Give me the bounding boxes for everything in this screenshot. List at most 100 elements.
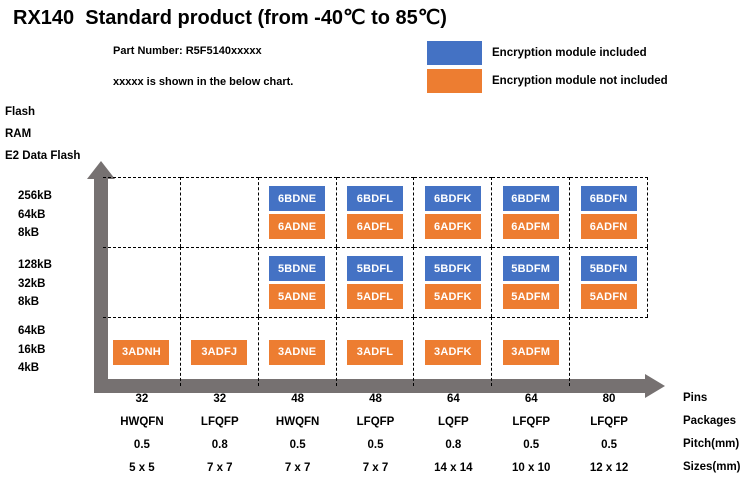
matrix-cell: 5BDFL 5ADFL bbox=[336, 247, 415, 317]
pitch-value: 0.5 bbox=[133, 438, 150, 451]
memory-group-64kb: 64kB 16kB 4kB bbox=[18, 322, 46, 378]
pitch-value: 0.5 bbox=[601, 438, 618, 451]
y-axis-arrowhead-icon bbox=[87, 161, 115, 179]
part-chip: 5ADNE bbox=[269, 284, 326, 309]
flash-size-label: 64kB bbox=[18, 325, 46, 337]
memory-header-flash: Flash bbox=[5, 106, 36, 118]
pins-value: 32 bbox=[213, 392, 227, 405]
product-matrix: 6BDNE 6ADNE 6BDFL 6ADFL 6BDFK 6ADFK 6BDF… bbox=[103, 177, 648, 386]
matrix-cell: 5BDFK 5ADFK bbox=[414, 247, 493, 317]
ram-size-label: 16kB bbox=[18, 343, 46, 356]
sizes-row-label: Sizes(mm) bbox=[683, 461, 741, 473]
part-chip: 3ADFJ bbox=[191, 339, 248, 365]
pins-value: 64 bbox=[446, 392, 460, 405]
matrix-cell: 5BDFN 5ADFN bbox=[570, 247, 648, 317]
part-chip: 3ADFL bbox=[346, 339, 403, 365]
package-value: LQFP bbox=[438, 415, 469, 428]
x-axis-row-labels: Pins Packages Pitch(mm) Sizes(mm) bbox=[683, 387, 741, 478]
flash-size-label: 128kB bbox=[18, 259, 52, 271]
part-chip: 5BDNE bbox=[269, 256, 326, 281]
package-value: LFQFP bbox=[512, 415, 551, 428]
part-chip: 6ADFM bbox=[502, 214, 559, 239]
size-value: 10 x 10 bbox=[512, 461, 551, 474]
package-value: HWQFN bbox=[275, 415, 320, 428]
pins-value: 48 bbox=[369, 392, 382, 405]
pitch-row-label: Pitch(mm) bbox=[683, 438, 740, 450]
package-value: LFQFP bbox=[590, 415, 628, 428]
size-value: 7 x 7 bbox=[362, 461, 389, 474]
part-number-label: Part Number: R5F5140xxxxx bbox=[113, 45, 262, 57]
part-chip: 5ADFL bbox=[346, 284, 403, 309]
legend-label-not-included: Encryption module not included bbox=[492, 75, 668, 87]
legend-item-not-included: Encryption module not included bbox=[427, 69, 668, 93]
legend-label-included: Encryption module included bbox=[492, 47, 647, 59]
matrix-cell: 3ADFJ bbox=[180, 317, 259, 386]
pins-value: 64 bbox=[524, 392, 538, 405]
legend-swatch-not-included bbox=[427, 69, 482, 93]
size-value: 7 x 7 bbox=[206, 461, 233, 474]
package-value: HWQFN bbox=[120, 415, 164, 428]
part-chip: 6ADFL bbox=[346, 214, 403, 239]
size-value: 7 x 7 bbox=[284, 461, 311, 474]
memory-axis-header: Flash RAM E2 Data Flash bbox=[5, 101, 80, 167]
part-number-note: xxxxx is shown in the below chart. bbox=[113, 76, 294, 88]
part-chip: 6BDFL bbox=[346, 186, 403, 211]
part-chip: 5BDFL bbox=[346, 256, 403, 281]
pins-value: 32 bbox=[135, 392, 149, 405]
matrix-cell: 3ADNE bbox=[258, 317, 337, 386]
matrix-cell: 3ADFM bbox=[492, 317, 571, 386]
matrix-cell bbox=[180, 177, 259, 247]
pitch-value: 0.8 bbox=[211, 438, 228, 451]
pins-value: 48 bbox=[291, 392, 305, 405]
part-chip: 5ADFM bbox=[502, 284, 559, 309]
pitch-value: 0.8 bbox=[445, 438, 462, 451]
part-chip: 5BDFN bbox=[580, 256, 637, 281]
part-chip: 5BDFK bbox=[424, 256, 481, 281]
matrix-cell bbox=[103, 177, 181, 247]
pitch-value: 0.5 bbox=[523, 438, 540, 451]
matrix-cell: 6BDFM 6ADFM bbox=[492, 177, 571, 247]
matrix-cell: 3ADFK bbox=[414, 317, 493, 386]
legend-swatch-included bbox=[427, 41, 482, 65]
flash-size-label: 256kB bbox=[18, 190, 52, 202]
pitch-value: 0.5 bbox=[289, 438, 306, 451]
y-axis-arrow bbox=[94, 178, 108, 393]
size-value: 12 x 12 bbox=[589, 461, 629, 474]
part-chip: 6BDFN bbox=[580, 186, 637, 211]
size-value: 5 x 5 bbox=[129, 461, 155, 474]
part-chip: 3ADFK bbox=[424, 339, 481, 365]
matrix-cell bbox=[103, 247, 181, 317]
part-chip: 3ADNE bbox=[269, 339, 326, 365]
e2-size-label: 8kB bbox=[18, 227, 40, 239]
x-axis-arrowhead-icon bbox=[645, 374, 665, 398]
memory-group-128kb: 128kB 32kB 8kB bbox=[18, 256, 52, 312]
memory-group-256kb: 256kB 64kB 8kB bbox=[18, 187, 52, 243]
pins-row-label: Pins bbox=[683, 392, 708, 404]
package-value: LFQFP bbox=[200, 415, 239, 428]
part-chip: 6BDFK bbox=[424, 186, 481, 211]
matrix-cell: 5BDNE 5ADNE bbox=[258, 247, 337, 317]
part-chip: 6ADFN bbox=[580, 214, 637, 239]
matrix-cell: 6BDNE 6ADNE bbox=[258, 177, 337, 247]
part-chip: 6ADFK bbox=[424, 214, 481, 239]
part-chip: 6ADNE bbox=[269, 214, 326, 239]
part-chip: 3ADNH bbox=[113, 339, 170, 365]
matrix-cell: 3ADNH bbox=[103, 317, 181, 386]
e2-size-label: 8kB bbox=[18, 296, 40, 308]
part-chip: 6BDNE bbox=[269, 186, 326, 211]
package-columns: 32 32 48 48 64 64 80 HWQFN LFQFP HWQFN L… bbox=[103, 387, 648, 478]
memory-header-ram: RAM bbox=[5, 128, 32, 140]
matrix-cell: 6BDFN 6ADFN bbox=[570, 177, 648, 247]
ram-size-label: 32kB bbox=[18, 277, 46, 290]
legend-item-included: Encryption module included bbox=[427, 41, 647, 65]
matrix-cell: 3ADFL bbox=[336, 317, 415, 386]
page-title: RX140 Standard product (from -40℃ to 85℃… bbox=[13, 7, 447, 29]
packages-row-label: Packages bbox=[683, 415, 737, 427]
part-chip: 5BDFM bbox=[502, 256, 559, 281]
matrix-cell bbox=[570, 317, 648, 386]
pins-value: 80 bbox=[602, 392, 616, 405]
ram-size-label: 64kB bbox=[18, 208, 46, 221]
x-axis-arrow bbox=[94, 379, 645, 393]
memory-header-e2: E2 Data Flash bbox=[5, 150, 81, 162]
